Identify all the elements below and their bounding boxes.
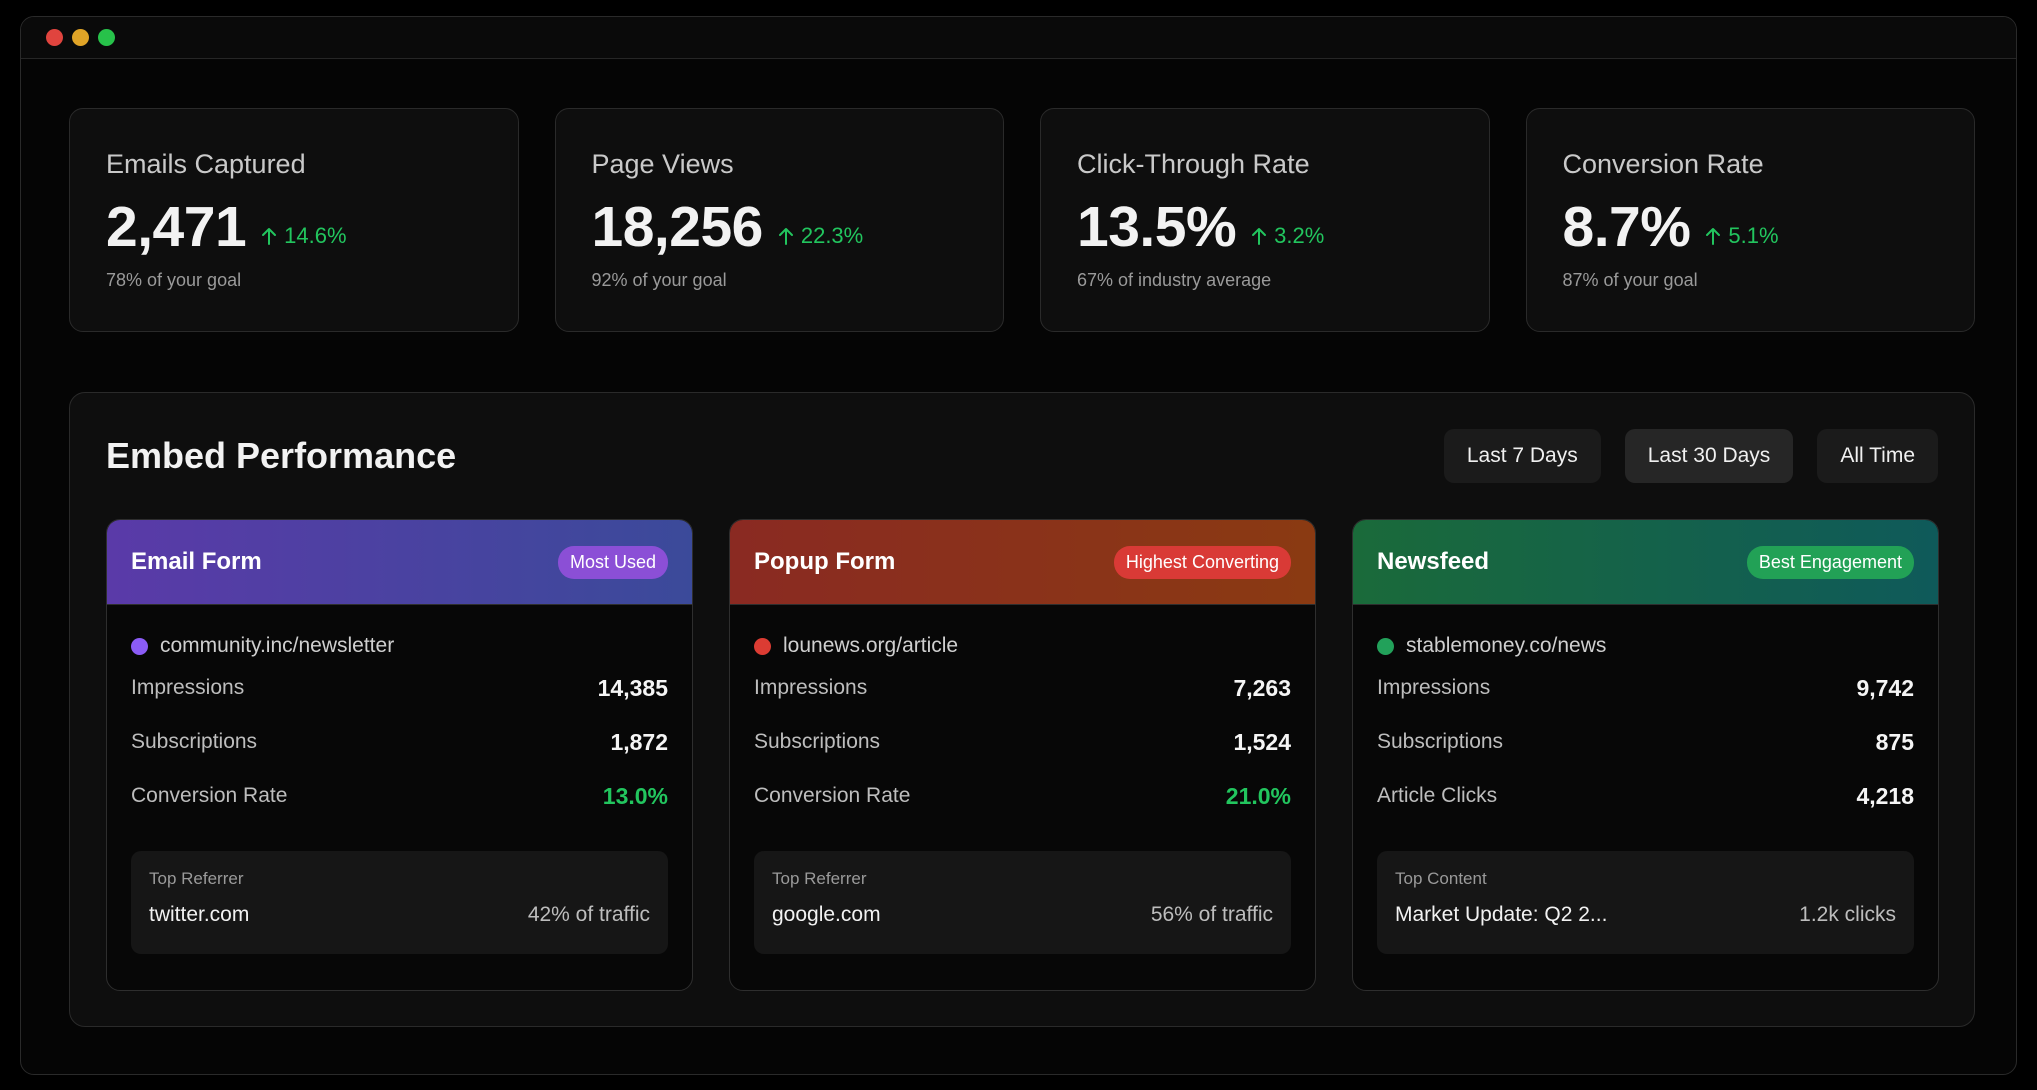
status-dot-icon [1377, 637, 1394, 655]
metric-value: 1,524 [1233, 728, 1291, 755]
stat-change-value: 3.2% [1274, 223, 1325, 248]
metric-row: Article Clicks 4,218 [1377, 769, 1914, 823]
range-last-30-days-button[interactable]: Last 30 Days [1624, 429, 1794, 483]
stat-title: Emails Captured [106, 149, 306, 179]
status-dot-icon [754, 637, 771, 655]
app-window: Emails Captured 2,471 14.6% 78% of your … [20, 16, 2017, 1075]
metric-row: Conversion Rate 13.0% [131, 769, 668, 823]
referrer-value: 56% of traffic [1150, 903, 1273, 926]
metric-value: 1,872 [610, 728, 668, 755]
content-label: Top Content [1395, 869, 1487, 888]
embed-badge: Most Used [557, 545, 668, 579]
embed-card-popup-form[interactable]: Popup Form Highest Converting lounews.or… [729, 519, 1316, 991]
status-dot-icon [131, 637, 148, 655]
embed-url: community.inc/newsletter [160, 634, 395, 657]
referrer-label: Top Referrer [149, 869, 244, 888]
embed-badge: Best Engagement [1746, 545, 1914, 579]
embed-url: stablemoney.co/news [1406, 634, 1607, 657]
metric-label: Subscriptions [131, 730, 258, 753]
stat-subtext: 87% of your goal [1562, 270, 1698, 290]
embed-badge: Highest Converting [1113, 545, 1291, 579]
stat-title: Click-Through Rate [1077, 149, 1310, 179]
metric-row: Impressions 7,263 [754, 661, 1291, 715]
metric-value: 4,218 [1856, 782, 1914, 809]
embed-cards: Email Form Most Used community.inc/newsl… [106, 519, 1939, 991]
metric-label: Impressions [754, 676, 868, 699]
title-bar [21, 17, 2016, 59]
metric-value: 14,385 [597, 674, 668, 701]
maximize-window-button[interactable] [98, 29, 115, 46]
stat-subtext: 78% of your goal [106, 270, 242, 290]
stat-change-value: 14.6% [284, 223, 347, 248]
stat-card-page-views: Page Views 18,256 22.3% 92% of your goal [554, 108, 1004, 332]
stats-row: Emails Captured 2,471 14.6% 78% of your … [69, 108, 1975, 332]
top-content-box: Top Content Market Update: Q2 2... 1.2k … [1377, 851, 1914, 954]
referrer-label: Top Referrer [772, 869, 867, 888]
referrer-value: 42% of traffic [527, 903, 650, 926]
embed-url: lounews.org/article [783, 634, 959, 657]
arrow-up-icon [262, 228, 277, 245]
metric-row: Impressions 9,742 [1377, 661, 1914, 715]
panel-title: Embed Performance [106, 435, 457, 476]
embed-header: Email Form Most Used [107, 520, 692, 605]
referrer-name: google.com [772, 903, 881, 926]
stat-card-conversion-rate: Conversion Rate 8.7% 5.1% 87% of your go… [1525, 108, 1975, 332]
stat-value: 8.7% [1562, 195, 1691, 259]
metric-row: Conversion Rate 21.0% [754, 769, 1291, 823]
metric-row: Subscriptions 875 [1377, 715, 1914, 769]
date-range-selector: Last 7 Days Last 30 Days All Time [1443, 429, 1938, 483]
stat-value: 2,471 [106, 195, 247, 259]
stat-title: Page Views [591, 149, 734, 179]
metric-label: Impressions [131, 676, 245, 699]
embed-card-email-form[interactable]: Email Form Most Used community.inc/newsl… [106, 519, 693, 991]
arrow-up-icon [778, 228, 793, 245]
embed-header: Popup Form Highest Converting [730, 520, 1315, 605]
stat-change: 14.6% [260, 223, 347, 249]
top-referrer-box: Top Referrer twitter.com 42% of traffic [131, 851, 668, 954]
content-clicks: 1.2k clicks [1799, 903, 1896, 926]
metric-label: Conversion Rate [754, 784, 911, 807]
metric-value: 7,263 [1233, 674, 1291, 701]
dashboard-content: Emails Captured 2,471 14.6% 78% of your … [69, 108, 1975, 1027]
arrow-up-icon [1252, 228, 1267, 245]
embed-name: Email Form [131, 548, 262, 575]
metric-label: Subscriptions [754, 730, 881, 753]
close-window-button[interactable] [46, 29, 63, 46]
stat-change-value: 22.3% [800, 223, 864, 248]
stat-value: 18,256 [591, 195, 764, 259]
metric-value: 21.0% [1225, 782, 1291, 809]
stat-change: 3.2% [1250, 223, 1324, 249]
stat-card-emails-captured: Emails Captured 2,471 14.6% 78% of your … [69, 108, 519, 332]
metric-value: 13.0% [602, 782, 668, 809]
embed-performance-panel: Embed Performance Last 7 Days Last 30 Da… [69, 392, 1975, 1027]
metric-label: Conversion Rate [131, 784, 288, 807]
stat-subtext: 67% of industry average [1077, 270, 1272, 290]
metric-row: Impressions 14,385 [131, 661, 668, 715]
embed-card-newsfeed[interactable]: Newsfeed Best Engagement stablemoney.co/… [1352, 519, 1939, 991]
metric-label: Article Clicks [1377, 784, 1498, 807]
referrer-name: twitter.com [149, 903, 250, 926]
stat-change-value: 5.1% [1728, 223, 1779, 248]
metric-label: Impressions [1377, 676, 1491, 699]
metric-label: Subscriptions [1377, 730, 1504, 753]
stat-change: 22.3% [777, 223, 863, 249]
embed-name: Newsfeed [1377, 548, 1490, 575]
range-last-7-days-button[interactable]: Last 7 Days [1443, 429, 1601, 483]
stat-value: 13.5% [1077, 195, 1237, 259]
content-title-link[interactable]: Market Update: Q2 2... [1395, 903, 1608, 926]
metric-row: Subscriptions 1,872 [131, 715, 668, 769]
range-all-time-button[interactable]: All Time [1817, 429, 1938, 483]
stat-card-click-through-rate: Click-Through Rate 13.5% 3.2% 67% of ind… [1040, 108, 1490, 332]
arrow-up-icon [1706, 228, 1721, 245]
embed-name: Popup Form [754, 548, 896, 575]
stat-subtext: 92% of your goal [591, 270, 727, 290]
stat-change: 5.1% [1704, 223, 1779, 249]
top-referrer-box: Top Referrer google.com 56% of traffic [754, 851, 1291, 954]
metric-value: 875 [1875, 728, 1914, 755]
minimize-window-button[interactable] [72, 29, 89, 46]
metric-value: 9,742 [1856, 674, 1914, 701]
metric-row: Subscriptions 1,524 [754, 715, 1291, 769]
stat-title: Conversion Rate [1562, 149, 1764, 179]
embed-header: Newsfeed Best Engagement [1353, 520, 1938, 605]
